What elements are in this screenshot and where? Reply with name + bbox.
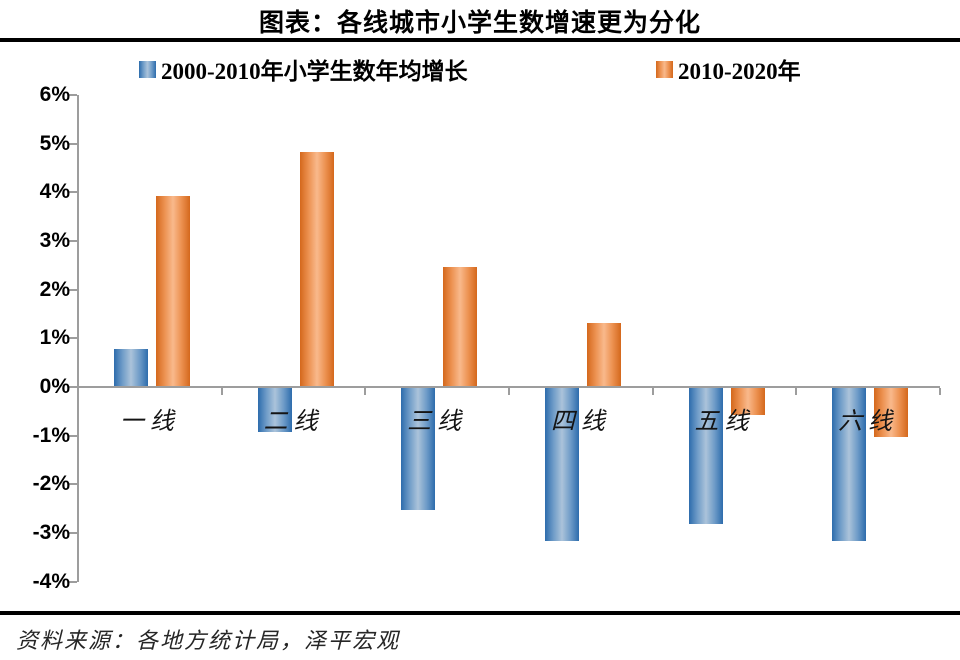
x-axis-line (78, 386, 940, 388)
legend-item-2000-2010: 2000-2010年小学生数年均增长 (139, 52, 468, 86)
category-label: 二线 (263, 409, 324, 435)
category-label: 三线 (407, 409, 468, 435)
orange-square-icon (656, 60, 673, 78)
footer-divider (0, 611, 960, 615)
y-axis-tick (69, 434, 77, 437)
chart-title: 图表：各线城市小学生数增速更为分化 (258, 10, 701, 37)
legend-item-2010-2020: 2010-2020年 (656, 52, 801, 86)
y-axis-tick (69, 532, 77, 535)
bar-orange-五线 (730, 388, 765, 415)
bar-orange-二线 (299, 152, 334, 386)
y-axis-label: 0% (39, 375, 70, 398)
x-axis-tick (795, 388, 798, 395)
category-label: 一线 (119, 409, 180, 435)
legend: 2000-2010年小学生数年均增长 2010-2020年 (0, 52, 960, 84)
bar-blue-一线 (114, 349, 148, 386)
x-axis-tick (651, 388, 654, 395)
y-axis-label: -4% (32, 569, 70, 593)
bar-orange-四线 (587, 322, 621, 386)
y-axis-tick (69, 483, 77, 486)
y-axis-label: 1% (39, 326, 70, 350)
category-label: 六线 (838, 409, 899, 435)
source-note: 资料来源：各地方统计局，泽平宏观 (16, 628, 401, 653)
y-axis-tick (69, 239, 77, 242)
bar-orange-三线 (443, 266, 478, 386)
bar-blue-四线 (545, 388, 579, 542)
blue-square-icon (139, 60, 156, 78)
y-axis-label: -1% (32, 423, 70, 447)
y-axis-label: -3% (32, 521, 70, 545)
y-axis-tick (69, 288, 77, 291)
category-label: 五线 (694, 409, 755, 435)
legend-label: 2010-2020年 (678, 59, 801, 84)
title-divider (0, 38, 960, 42)
bar-blue-三线 (401, 388, 436, 510)
y-axis-label: 2% (39, 277, 70, 301)
bar-orange-一线 (156, 196, 190, 386)
x-axis-tick (220, 388, 223, 395)
bar-blue-五线 (688, 388, 723, 525)
y-axis-tick (69, 191, 77, 194)
x-axis-tick (939, 388, 942, 395)
y-axis-tick (69, 142, 77, 145)
x-axis-tick (364, 388, 367, 395)
y-axis-tick (69, 93, 77, 96)
y-axis-label: -2% (32, 472, 70, 496)
y-axis-line (77, 94, 79, 582)
y-axis-label: 5% (39, 131, 70, 155)
bar-orange-六线 (874, 388, 909, 437)
x-axis-tick (508, 388, 510, 395)
y-axis-tick (69, 580, 77, 583)
category-label: 四线 (550, 409, 611, 435)
y-axis-label: 4% (39, 180, 70, 204)
bar-blue-六线 (832, 388, 867, 542)
y-axis-label: 6% (39, 82, 70, 106)
y-axis-label: 3% (39, 228, 70, 252)
y-axis-tick (69, 337, 77, 340)
bar-blue-二线 (257, 388, 292, 432)
legend-label: 2000-2010年小学生数年均增长 (161, 59, 468, 84)
y-axis-tick (69, 386, 77, 388)
